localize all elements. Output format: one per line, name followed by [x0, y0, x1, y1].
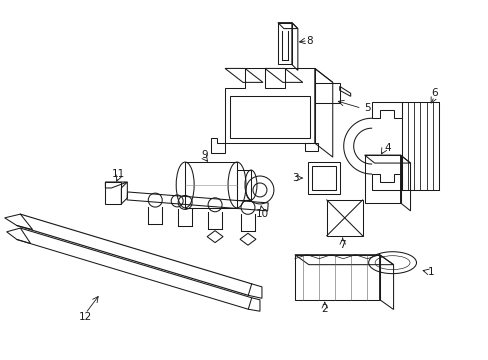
Text: 3: 3	[292, 173, 299, 183]
Text: 10: 10	[255, 209, 268, 219]
Text: 4: 4	[384, 143, 390, 153]
Text: 7: 7	[339, 240, 346, 250]
Text: 11: 11	[111, 169, 125, 179]
Text: 1: 1	[427, 267, 434, 276]
Text: 6: 6	[430, 88, 437, 98]
Text: 9: 9	[202, 150, 208, 160]
Text: 8: 8	[306, 36, 312, 46]
Text: 5: 5	[364, 103, 370, 113]
Text: 12: 12	[79, 312, 92, 323]
Text: 2: 2	[321, 305, 327, 315]
